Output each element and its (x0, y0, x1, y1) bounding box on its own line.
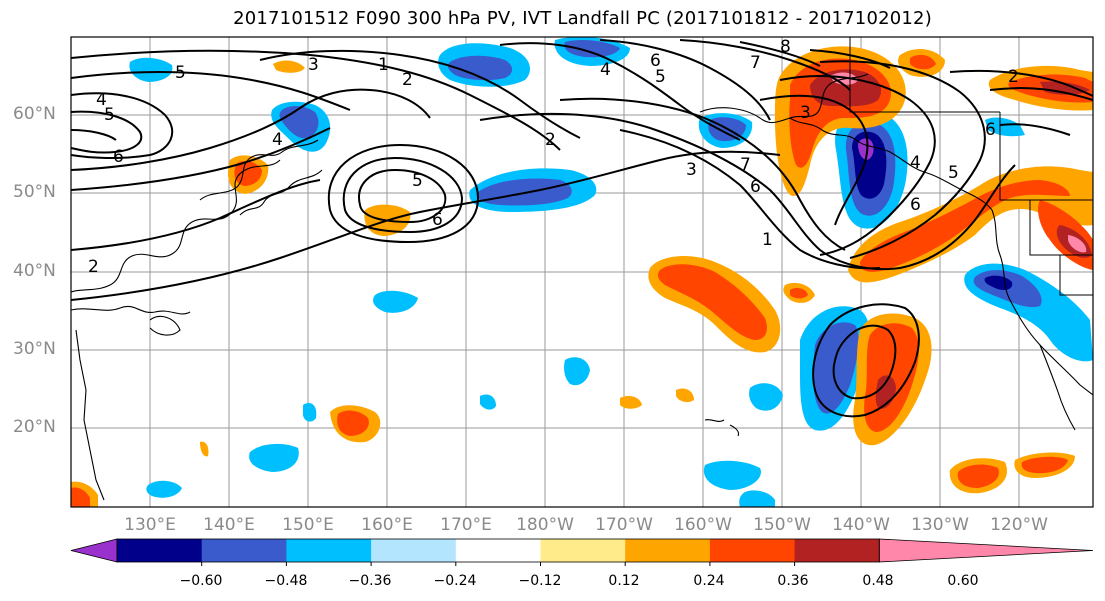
lat-label: 30°N (13, 339, 56, 359)
lon-label: 170°W (595, 515, 653, 535)
lon-label: 140°E (203, 515, 255, 535)
contour-labels: 5 3 1 2 4 5 6 4 2 3 6 5 6 7 8 7 6 5 4 2 … (88, 37, 1019, 277)
contour-label: 4 (96, 90, 107, 110)
lon-label: 130°W (911, 515, 969, 535)
colorbar-tick-label: 0.12 (608, 573, 640, 589)
colorbar-extension-high (878, 538, 1094, 563)
contour-label: 6 (113, 147, 124, 167)
map-frame (70, 36, 1094, 508)
contour-label: 3 (308, 55, 319, 75)
colorbar-tick-label: −0.24 (433, 573, 477, 589)
lon-label: 130°E (124, 515, 176, 535)
contour-label: 4 (272, 130, 283, 150)
lon-label: 140°W (832, 515, 890, 535)
contour-label: 1 (378, 55, 389, 75)
colorbar-swatch (540, 539, 626, 562)
colorbar-extension-low (70, 538, 118, 563)
contour-label: 3 (800, 103, 811, 123)
colorbar-swatch (794, 539, 880, 562)
colorbar-tick-label: −0.48 (264, 573, 308, 589)
contour-label: 2 (88, 257, 99, 277)
lon-label: 150°E (282, 515, 334, 535)
colorbar-swatch (625, 539, 711, 562)
contour-label: 1 (762, 230, 773, 250)
lat-label: 40°N (13, 261, 56, 281)
colorbar-tick-label: −0.36 (348, 573, 392, 589)
plot-title: 2017101512 F090 300 hPa PV, IVT Landfall… (233, 8, 932, 29)
lat-label: 20°N (13, 417, 56, 437)
lat-label: 50°N (13, 182, 56, 202)
colorbar-tick-label: 0.60 (947, 573, 979, 589)
contour-label: 6 (432, 210, 443, 230)
contour-label: 4 (600, 60, 611, 80)
colorbar-outline (116, 538, 880, 563)
colorbar (70, 538, 1094, 566)
contour-label: 6 (650, 51, 661, 71)
colorbar-tick-label: 0.48 (862, 573, 894, 589)
contour-label: 6 (910, 195, 921, 215)
shading-layer (71, 37, 1093, 507)
contour-label: 4 (910, 153, 921, 173)
lon-label: 170°E (440, 515, 492, 535)
lon-label: 150°W (753, 515, 811, 535)
contour-label: 2 (402, 70, 413, 90)
contour-label: 3 (686, 160, 697, 180)
contour-label: 6 (985, 120, 996, 140)
colorbar-swatch (286, 539, 372, 562)
lon-label: 180°W (516, 515, 574, 535)
coastlines (71, 73, 1093, 501)
contour-label: 5 (948, 163, 959, 183)
colorbar-swatch (371, 539, 457, 562)
colorbar-tick-label: −0.60 (179, 573, 223, 589)
contour-label: 5 (175, 63, 186, 83)
colorbar-swatch (117, 539, 203, 562)
lon-label: 160°W (674, 515, 732, 535)
contour-label: 6 (750, 177, 761, 197)
colorbar-swatch (455, 539, 541, 562)
colorbar-tick-label: 0.24 (693, 573, 725, 589)
colorbar-tick-label: 0.36 (777, 573, 809, 589)
colorbar-swatch (709, 539, 796, 562)
political-borders (849, 37, 1093, 296)
pv-contours (71, 39, 1093, 418)
contour-label: 8 (780, 37, 791, 57)
contour-label: 7 (750, 53, 761, 73)
contour-label: 5 (412, 171, 423, 191)
contour-label: 7 (740, 155, 751, 175)
contour-label: 5 (655, 67, 666, 87)
lat-label: 60°N (13, 104, 56, 124)
lon-label: 120°W (990, 515, 1048, 535)
contour-label: 5 (104, 105, 115, 125)
contour-label: 2 (545, 130, 556, 150)
contour-label: 2 (1008, 67, 1019, 87)
colorbar-swatch (201, 539, 287, 562)
lon-label: 160°E (361, 515, 413, 535)
colorbar-tick-label: −0.12 (518, 573, 562, 589)
